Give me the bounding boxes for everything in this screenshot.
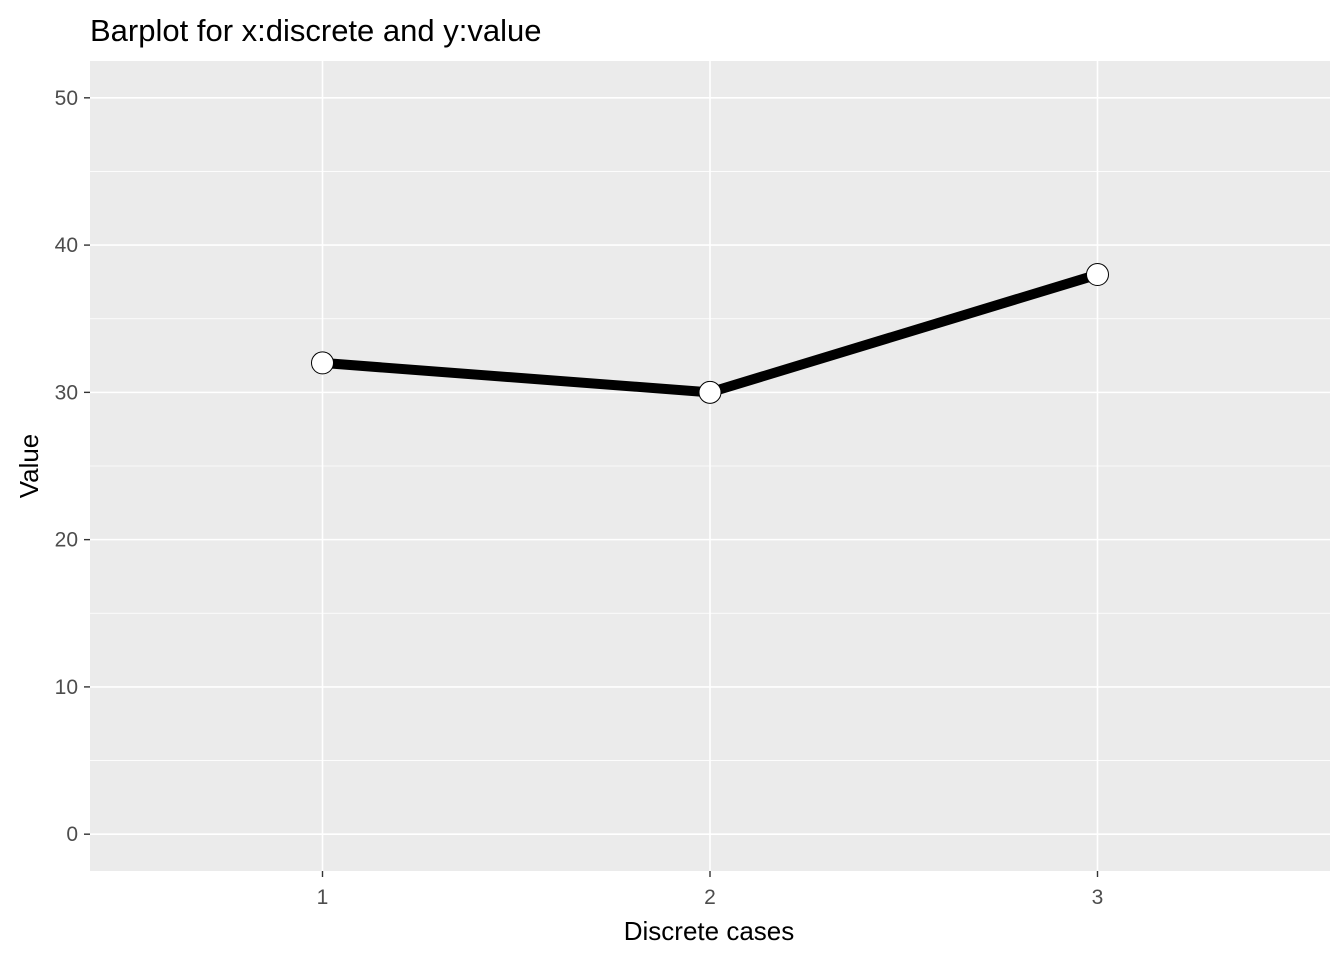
x-tick-label: 3 [1092,886,1104,909]
y-tick-label: 20 [55,529,78,552]
series-line-segment [322,357,711,398]
chart-title: Barplot for x:discrete and y:value [90,13,541,48]
y-axis-label: Value [14,434,44,499]
y-axis: 0 10 20 30 40 50 [55,87,90,846]
x-tick-label: 1 [317,886,329,909]
x-tick-label: 2 [704,886,716,909]
y-tick-label: 0 [66,823,78,846]
x-axis: 1 2 3 [317,871,1104,909]
data-point [311,351,334,375]
y-tick-label: 10 [55,676,78,699]
data-point [698,380,722,404]
y-tick-label: 50 [55,87,78,110]
series-line-segment [708,269,1099,398]
y-tick-label: 30 [55,381,78,404]
x-axis-label: Discrete cases [624,916,795,946]
major-grid-lines [90,61,1330,871]
y-tick-label: 40 [55,234,78,257]
series [311,263,1109,404]
data-point [1086,263,1109,287]
